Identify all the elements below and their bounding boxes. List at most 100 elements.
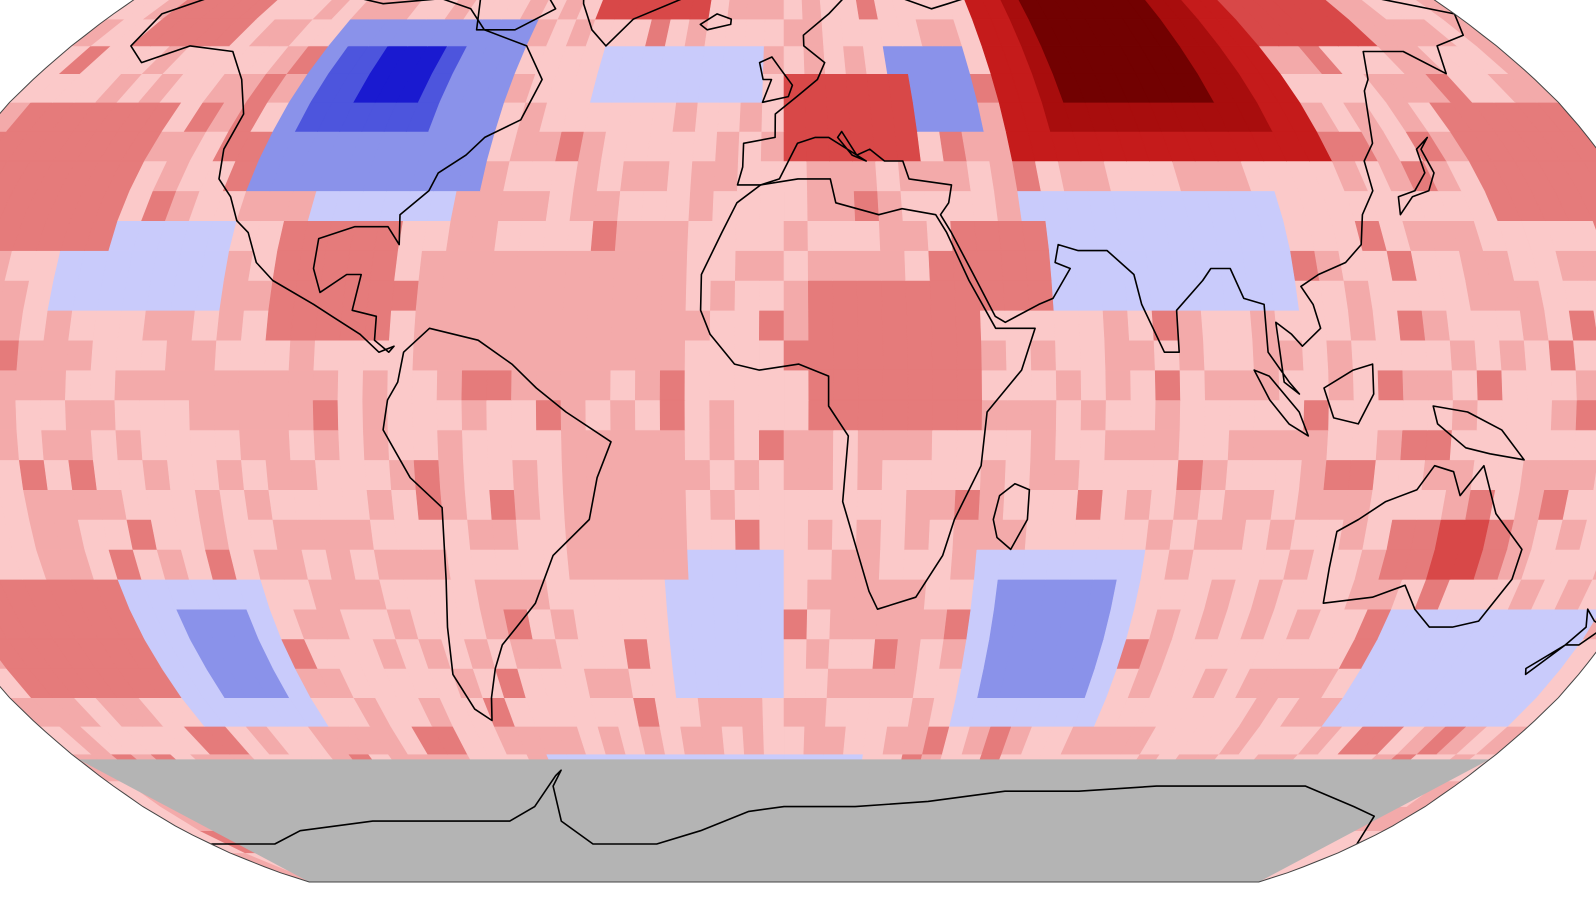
anomaly-cell [882, 339, 909, 371]
anomaly-cell [214, 429, 242, 461]
anomaly-cell [1351, 429, 1379, 461]
anomaly-cell [437, 429, 464, 461]
anomaly-cell [1550, 369, 1578, 401]
anomaly-cell [1229, 369, 1256, 401]
anomaly-cell [1402, 369, 1429, 401]
africa-coastline [699, 178, 1036, 610]
anomaly-cell [115, 429, 143, 461]
anomaly-cell [650, 668, 677, 699]
anomaly-cell [783, 638, 808, 669]
anomaly-cell [339, 309, 368, 341]
anomaly-cell [807, 519, 834, 550]
anomaly-cell [538, 489, 566, 520]
anomaly-cell [272, 519, 303, 550]
anomaly-cell [462, 309, 490, 341]
anomaly-cell [783, 519, 809, 550]
anomaly-cell [783, 549, 809, 580]
anomaly-cell [663, 220, 690, 251]
anomaly-cell [0, 369, 18, 401]
anomaly-cell [1319, 489, 1349, 520]
anomaly-cell [511, 399, 537, 431]
greenland-coastline [560, 0, 724, 47]
anomaly-cell [783, 102, 807, 132]
anomaly-cell [613, 250, 640, 281]
anomaly-cell [1006, 399, 1033, 431]
anomaly-cell [1335, 0, 1388, 20]
anomaly-cell [610, 309, 638, 341]
anomaly-cell [1031, 369, 1057, 401]
anomaly-cell [808, 399, 834, 431]
anomaly-cell [952, 519, 980, 550]
anomaly-cell [188, 369, 216, 401]
anomaly-cell [585, 339, 612, 371]
anomaly-cell [1145, 519, 1174, 550]
anomaly-cell [943, 0, 973, 20]
anomaly-cell [366, 280, 395, 311]
anomaly-cell [857, 399, 884, 431]
anomaly-cell [1425, 339, 1453, 371]
anomaly-cell [610, 399, 636, 431]
anomaly-cell [1055, 399, 1082, 431]
anomaly-cell [268, 489, 298, 520]
anomaly-cell [1055, 369, 1082, 401]
anomaly-cell [1079, 339, 1107, 371]
anomaly-cell [312, 399, 339, 431]
anomaly-cell [878, 220, 905, 251]
anomaly-cell [1002, 489, 1030, 520]
anomaly-cell [194, 280, 225, 311]
anomaly-cell [436, 399, 463, 431]
anomaly-cell [573, 160, 602, 192]
anomaly-cell [877, 190, 904, 221]
anomaly-cell [1002, 280, 1030, 311]
anomaly-cell [882, 369, 909, 401]
anomaly-cell [783, 250, 809, 281]
anomaly-cell [710, 489, 736, 520]
anomaly-cell [783, 309, 810, 341]
anomaly-cell [866, 73, 892, 103]
anomaly-cell [905, 280, 932, 311]
anomaly-cell [1586, 489, 1596, 520]
anomaly-cell [857, 309, 884, 341]
anomaly-cell [339, 459, 368, 491]
anomaly-cell [745, 0, 767, 20]
anomaly-cell [828, 638, 853, 669]
anomaly-cell [515, 519, 544, 550]
anomaly-cell [1169, 250, 1199, 281]
anomaly-cell [713, 160, 739, 192]
anomaly-cell [1200, 309, 1229, 341]
anomaly-cell [585, 369, 612, 401]
anomaly-cell [1121, 519, 1150, 550]
anomaly-cell [855, 250, 882, 281]
anomaly-cell [761, 668, 785, 699]
anomaly-cell [1192, 0, 1237, 20]
anomaly-cell [219, 489, 249, 520]
anomaly-cell [1203, 339, 1230, 371]
anomaly-cell [140, 429, 168, 461]
anomaly-cell [1402, 399, 1429, 431]
anomaly-cell [628, 102, 656, 132]
anomaly-cell [715, 131, 740, 162]
anomaly-cell [930, 459, 958, 491]
anomaly-cell [931, 429, 958, 461]
australia-coastline [1322, 464, 1523, 628]
anomaly-cell [446, 220, 476, 251]
anomaly-cell [819, 0, 841, 20]
anomaly-cell [191, 459, 221, 491]
anomaly-cell [902, 220, 930, 251]
anomaly-cell [928, 250, 955, 281]
anomaly-cell [740, 73, 764, 103]
anomaly-cell [1055, 339, 1082, 371]
anomaly-cell [1446, 459, 1476, 491]
north-america-coastline [130, 0, 543, 353]
anomaly-cell [1121, 0, 1162, 20]
anomaly-cell [564, 250, 592, 281]
anomaly-cell [596, 160, 625, 192]
anomaly-cell [759, 280, 785, 311]
anomaly-cell [735, 549, 761, 580]
anomaly-cell [905, 489, 932, 520]
anomaly-cell [545, 578, 575, 610]
anomaly-cell [650, 102, 677, 132]
anomaly-cell [680, 45, 706, 74]
anomaly-cell [805, 638, 831, 669]
